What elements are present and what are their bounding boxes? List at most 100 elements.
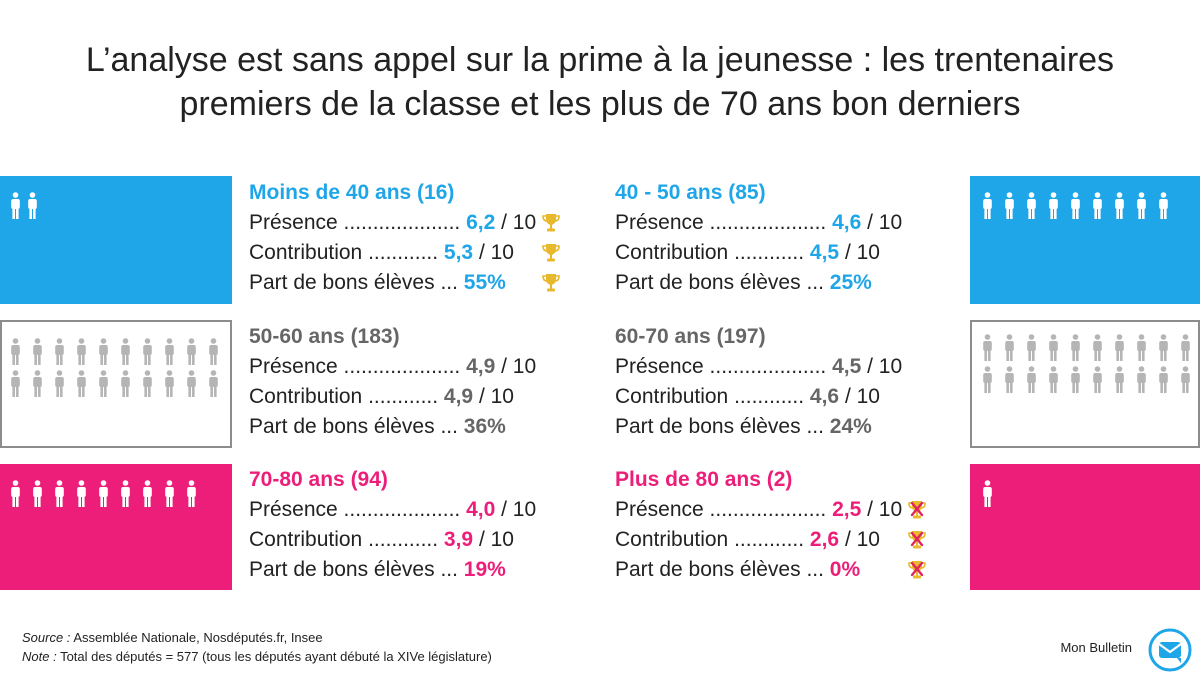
stat-label: Contribution ............ [615,241,810,264]
people-icons [2,322,219,398]
person-icon [1137,334,1146,361]
person-icon [165,370,174,397]
stat-row-contribution: Contribution ............ 5,3 / 10 [249,238,589,268]
person-icon [11,370,20,397]
person-icon [55,370,64,397]
person-icon [11,338,20,365]
person-icon [1181,366,1190,393]
person-icon [99,338,108,365]
stat-value: 4,5 [809,241,840,264]
band-70-80 [0,464,232,590]
stat-row-contribution: Contribution ............ 4,5 / 10 [615,238,955,268]
person-icon [121,480,130,507]
person-icon [1159,334,1168,361]
stat-value: 4,9 [443,385,474,408]
stat-scale: / 10 [473,241,514,264]
people-icons [970,464,993,508]
group-heading: 50-60 ans (183) [249,325,400,348]
stat-row-bons: Part de bons élèves ... 0% [615,555,955,585]
stat-label: Contribution ............ [249,241,444,264]
stat-row-bons: Part de bons élèves ... 36% [249,412,589,442]
note-line: Note : Total des députés = 577 (tous les… [22,647,492,666]
stat-scale: / 10 [861,211,903,234]
stat-row-contribution: Contribution ............ 4,6 / 10 [615,382,955,412]
stat-scale: / 10 [861,355,903,378]
stat-label: Présence .................... [615,498,833,521]
stat-label: Présence .................... [249,498,467,521]
stats-50-60: 50-60 ans (183) Présence ................… [249,322,589,442]
stat-value: 55% [463,271,506,294]
band-60-70 [970,320,1200,448]
stat-value: 4,9 [466,355,496,378]
stats-60-70: 60-70 ans (197) Présence ................… [615,322,955,442]
person-icon [55,480,64,507]
group-heading: 60-70 ans (197) [615,325,766,348]
stat-value: 25% [829,271,872,294]
stat-row-contribution: Contribution ............ 2,6 / 10 [615,525,955,555]
person-icon [1115,192,1124,219]
stat-label: Présence .................... [249,211,467,234]
stat-value: 4,5 [832,355,862,378]
stat-value: 2,5 [832,498,862,521]
person-icon [1071,366,1080,393]
person-icon [11,480,20,507]
stat-label: Présence .................... [615,355,833,378]
person-icon [77,370,86,397]
source-label: Source : [22,630,71,645]
stat-scale: / 10 [473,385,514,408]
stat-row-contribution: Contribution ............ 3,9 / 10 [249,525,589,555]
stats-70-80: 70-80 ans (94) Présence .................… [249,465,589,585]
stat-scale: / 10 [861,498,903,521]
stat-label: Part de bons élèves ... [249,415,464,438]
person-icon [165,480,174,507]
stats-gt80: Plus de 80 ans (2) Présence .............… [615,465,955,585]
stat-value: 5,3 [443,241,474,264]
note-label: Note : [22,649,57,664]
person-icon [1137,192,1146,219]
person-icon [1137,366,1146,393]
person-icon [121,338,130,365]
person-icon [1093,334,1102,361]
person-icon [1005,366,1014,393]
person-icon [28,192,37,219]
stat-label: Présence .................... [615,211,833,234]
person-icon [983,366,992,393]
stat-label: Part de bons élèves ... [249,271,464,294]
band-40-50 [970,176,1200,304]
stat-row-presence: Présence .................... 4,0 / 10 [249,495,589,525]
title-line-1: L’analyse est sans appel sur la prime à … [85,41,1115,79]
person-icon [1071,192,1080,219]
stat-value: 2,6 [809,528,840,551]
person-icon [1159,192,1168,219]
stat-scale: / 10 [473,528,514,551]
person-icon [983,192,992,219]
trophy-icon [542,274,560,292]
stat-value: 0% [829,558,861,581]
person-icon [143,480,152,507]
person-icon [165,338,174,365]
stat-label: Contribution ............ [615,385,810,408]
note-text: Total des députés = 577 (tous les député… [56,649,492,664]
stat-row-bons: Part de bons élèves ... 55% [249,268,589,298]
person-icon [33,338,42,365]
person-icon [1071,334,1080,361]
stat-scale: / 10 [839,528,880,551]
people-icons [0,176,38,220]
trophy-icon [542,214,560,232]
stat-value: 4,6 [809,385,840,408]
stat-label: Part de bons élèves ... [615,558,830,581]
person-icon [33,480,42,507]
stat-label: Contribution ............ [615,528,810,551]
person-icon [1115,334,1124,361]
person-icon [77,480,86,507]
person-icon [1093,192,1102,219]
person-icon [99,370,108,397]
person-icon [1049,192,1058,219]
person-icon [1115,366,1124,393]
group-heading: Moins de 40 ans (16) [249,181,455,204]
person-icon [1027,366,1036,393]
person-icon [77,338,86,365]
stat-label: Contribution ............ [249,528,444,551]
stat-value: 4,6 [832,211,862,234]
person-icon [33,370,42,397]
